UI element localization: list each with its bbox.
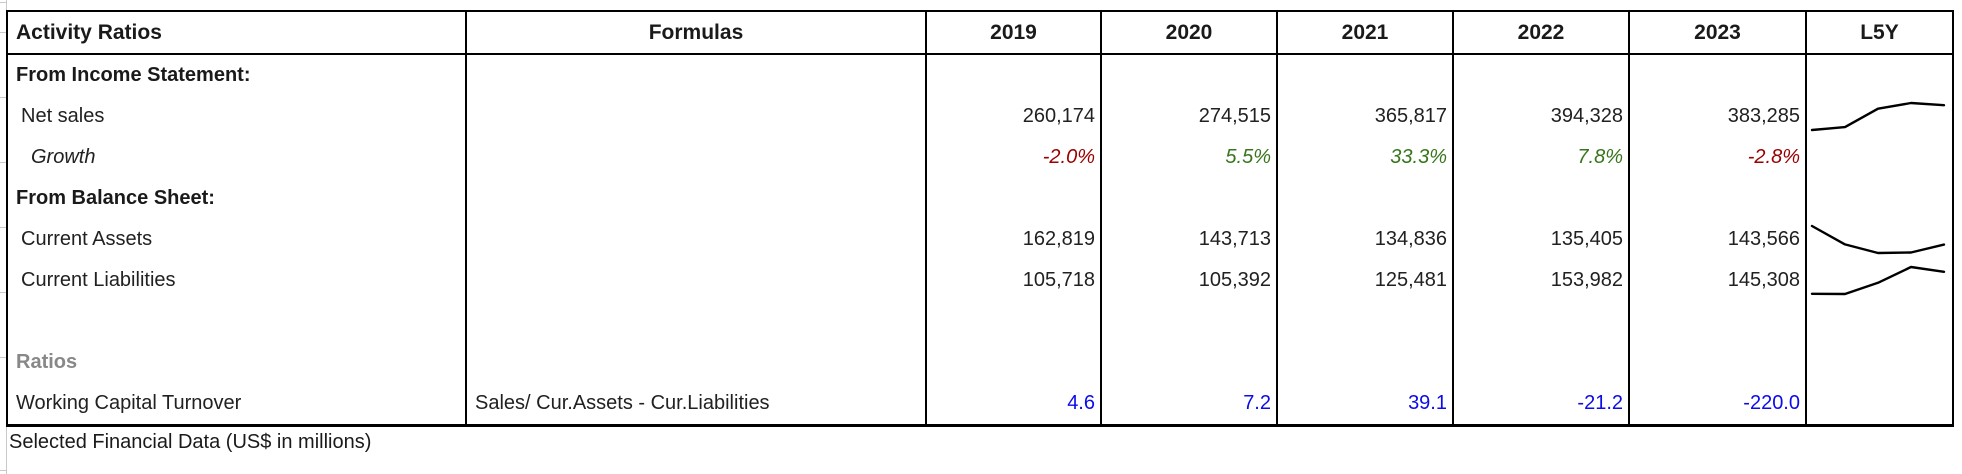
empty-cell[interactable]	[1630, 342, 1807, 383]
empty-cell[interactable]	[1278, 55, 1454, 96]
current-assets-2021[interactable]: 134,836	[1278, 219, 1454, 260]
working-capital-turnover-2023[interactable]: -220.0	[1630, 383, 1807, 424]
current-assets-sparkline	[1810, 224, 1946, 255]
empty-cell[interactable]	[1102, 55, 1278, 96]
empty-cell[interactable]	[1807, 137, 1952, 178]
working-capital-turnover-2022[interactable]: -21.2	[1454, 383, 1630, 424]
net-sales-2021[interactable]: 365,817	[1278, 96, 1454, 137]
working-capital-turnover-formula[interactable]: Sales/ Cur.Assets - Cur.Liabilities	[467, 383, 927, 424]
empty-cell[interactable]	[1807, 342, 1952, 383]
empty-cell[interactable]	[1102, 178, 1278, 219]
empty-cell[interactable]	[1630, 55, 1807, 96]
empty-cell[interactable]	[467, 178, 927, 219]
empty-cell[interactable]	[1454, 178, 1630, 219]
empty-cell[interactable]	[1807, 55, 1952, 96]
empty-cell[interactable]	[467, 301, 927, 342]
header-year-2019[interactable]: 2019	[927, 12, 1102, 55]
current-liabilities-2022[interactable]: 153,982	[1454, 260, 1630, 301]
header-year-2022[interactable]: 2022	[1454, 12, 1630, 55]
header-year-2023[interactable]: 2023	[1630, 12, 1807, 55]
empty-cell[interactable]	[1278, 178, 1454, 219]
empty-cell[interactable]	[1807, 178, 1952, 219]
current-liabilities-sparkline	[1810, 265, 1946, 296]
current-liabilities-2019[interactable]: 105,718	[927, 260, 1102, 301]
growth-2022[interactable]: 7.8%	[1454, 137, 1630, 178]
current-liabilities-2021[interactable]: 125,481	[1278, 260, 1454, 301]
working-capital-turnover-label[interactable]: Working Capital Turnover	[8, 383, 467, 424]
empty-cell[interactable]	[1630, 301, 1807, 342]
current-liabilities-label[interactable]: Current Liabilities	[8, 260, 467, 301]
current-assets-2020[interactable]: 143,713	[1102, 219, 1278, 260]
empty-cell[interactable]	[467, 55, 927, 96]
current-liabilities-2020[interactable]: 105,392	[1102, 260, 1278, 301]
empty-cell[interactable]	[1278, 342, 1454, 383]
current-assets-2023[interactable]: 143,566	[1630, 219, 1807, 260]
table-caption: Selected Financial Data (US$ in millions…	[9, 431, 372, 453]
empty-cell[interactable]	[467, 137, 927, 178]
empty-cell[interactable]	[927, 342, 1102, 383]
growth-2020[interactable]: 5.5%	[1102, 137, 1278, 178]
header-year-2020[interactable]: 2020	[1102, 12, 1278, 55]
empty-cell[interactable]	[927, 301, 1102, 342]
empty-cell[interactable]	[1278, 301, 1454, 342]
empty-cell[interactable]	[467, 260, 927, 301]
current-assets-2022[interactable]: 135,405	[1454, 219, 1630, 260]
header-activity-ratios[interactable]: Activity Ratios	[8, 12, 467, 55]
empty-cell[interactable]	[1454, 301, 1630, 342]
current-assets-sparkline-cell[interactable]	[1807, 219, 1952, 260]
activity-ratios-table: Activity Ratios Formulas 2019 2020 2021 …	[6, 10, 1954, 427]
working-capital-turnover-2020[interactable]: 7.2	[1102, 383, 1278, 424]
section-balance-sheet[interactable]: From Balance Sheet:	[8, 178, 467, 219]
empty-cell[interactable]	[1454, 55, 1630, 96]
empty-cell[interactable]	[927, 178, 1102, 219]
empty-cell[interactable]	[1102, 301, 1278, 342]
empty-cell[interactable]	[1102, 342, 1278, 383]
empty-cell[interactable]	[1630, 178, 1807, 219]
current-liabilities-2023[interactable]: 145,308	[1630, 260, 1807, 301]
header-l5y[interactable]: L5Y	[1807, 12, 1952, 55]
empty-cell[interactable]	[1807, 301, 1952, 342]
net-sales-sparkline-cell[interactable]	[1807, 96, 1952, 137]
net-sales-2023[interactable]: 383,285	[1630, 96, 1807, 137]
working-capital-turnover-2021[interactable]: 39.1	[1278, 383, 1454, 424]
net-sales-label[interactable]: Net sales	[8, 96, 467, 137]
section-ratios[interactable]: Ratios	[8, 342, 467, 383]
empty-cell[interactable]	[1454, 342, 1630, 383]
empty-cell[interactable]	[8, 301, 467, 342]
empty-cell[interactable]	[927, 55, 1102, 96]
growth-2023[interactable]: -2.8%	[1630, 137, 1807, 178]
growth-2021[interactable]: 33.3%	[1278, 137, 1454, 178]
header-year-2021[interactable]: 2021	[1278, 12, 1454, 55]
net-sales-2020[interactable]: 274,515	[1102, 96, 1278, 137]
header-formulas[interactable]: Formulas	[467, 12, 927, 55]
empty-cell[interactable]	[467, 342, 927, 383]
empty-cell[interactable]	[467, 96, 927, 137]
section-income-statement[interactable]: From Income Statement:	[8, 55, 467, 96]
net-sales-2019[interactable]: 260,174	[927, 96, 1102, 137]
empty-cell[interactable]	[467, 219, 927, 260]
current-assets-2019[interactable]: 162,819	[927, 219, 1102, 260]
working-capital-turnover-2019[interactable]: 4.6	[927, 383, 1102, 424]
net-sales-sparkline	[1810, 101, 1946, 132]
current-liabilities-sparkline-cell[interactable]	[1807, 260, 1952, 301]
growth-label[interactable]: Growth	[8, 137, 467, 178]
growth-2019[interactable]: -2.0%	[927, 137, 1102, 178]
net-sales-2022[interactable]: 394,328	[1454, 96, 1630, 137]
empty-cell[interactable]	[1807, 383, 1952, 424]
current-assets-label[interactable]: Current Assets	[8, 219, 467, 260]
